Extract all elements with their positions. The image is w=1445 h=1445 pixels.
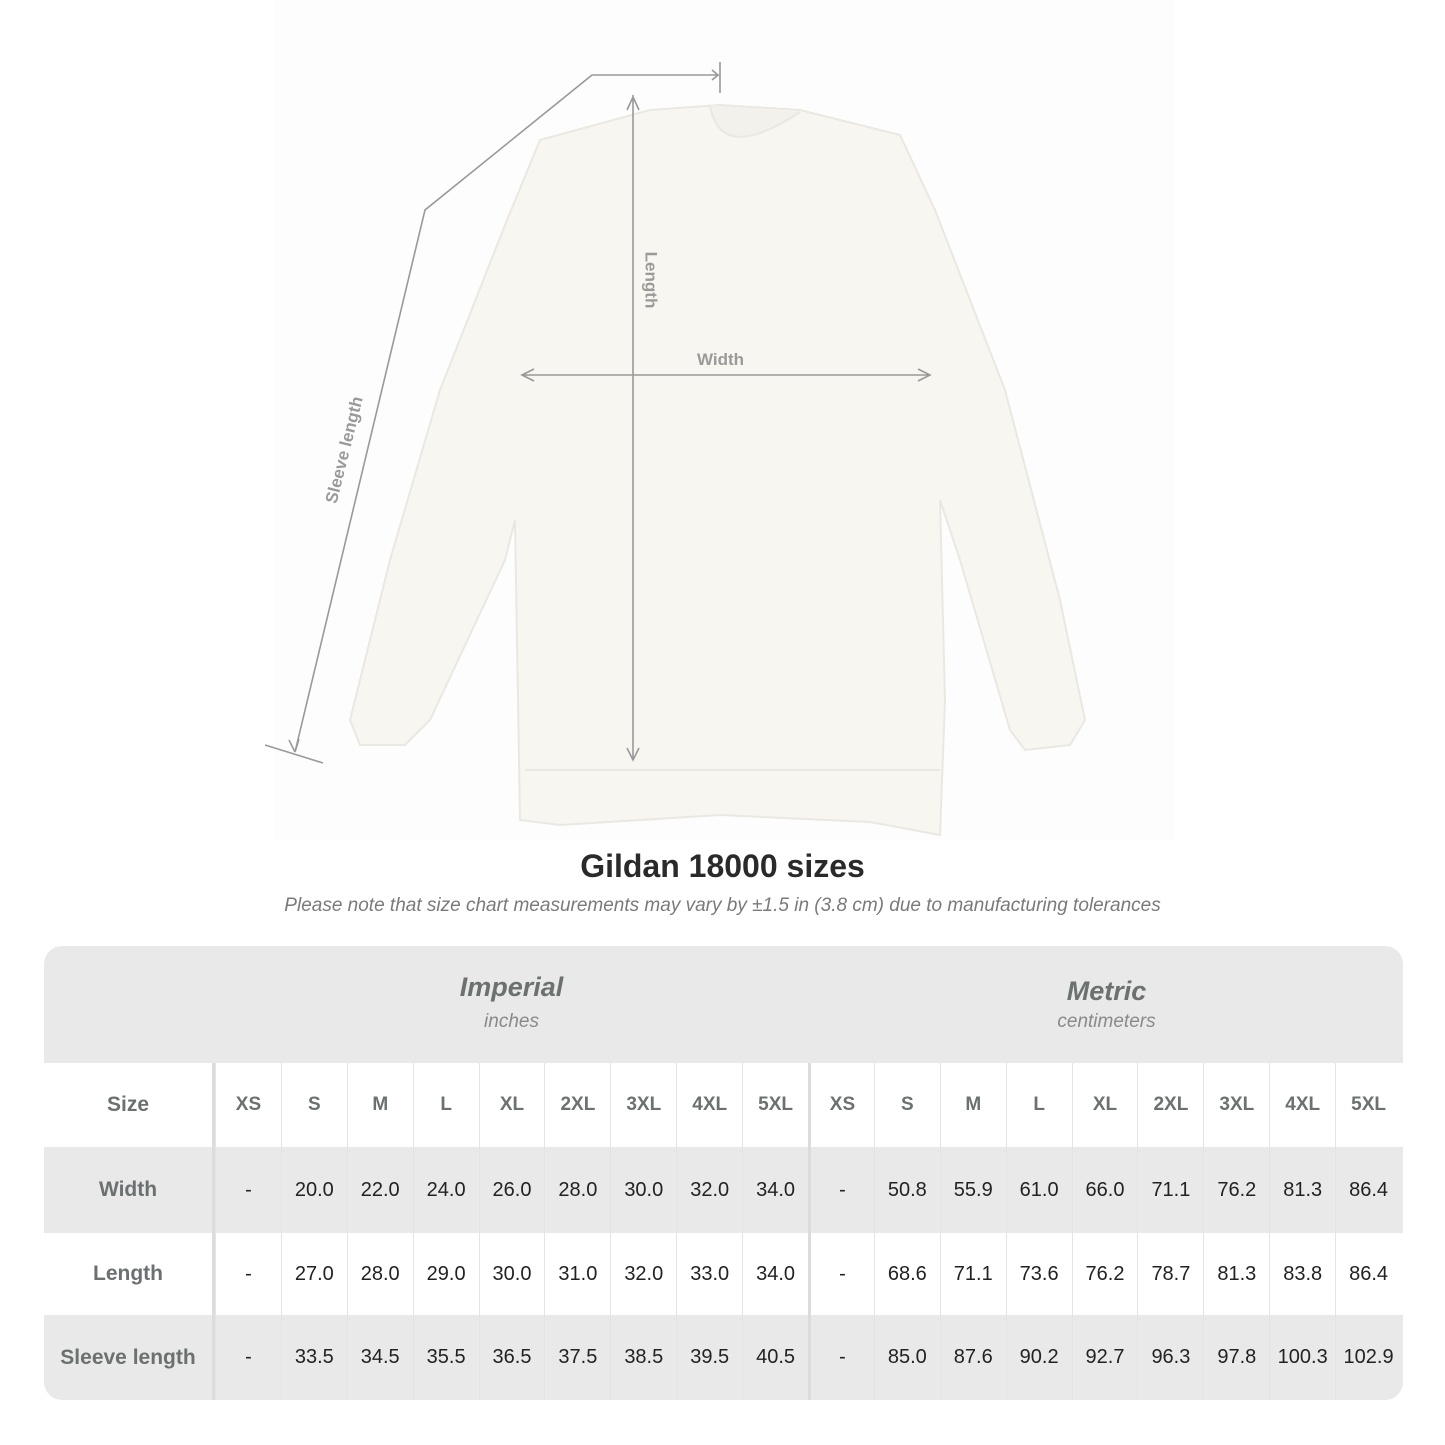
width-label: Width [697, 350, 745, 369]
size-header-cell: 4XL [676, 1063, 742, 1147]
size-header-cell: 3XL [610, 1063, 676, 1147]
imperial-title: Imperial [459, 972, 564, 1002]
imperial-value-cell: 32.0 [610, 1233, 676, 1315]
imperial-value-cell: 28.0 [346, 1233, 413, 1315]
size-header-row: Size XS S M L XL 2XL 3XL 4XL 5XL XS S M L XL 2XL 3XL 4XL 5… [44, 1063, 1403, 1147]
size-header-cell: M [346, 1063, 413, 1147]
imperial-value-cell: 37.5 [544, 1315, 610, 1400]
metric-value-cell: 50.8 [873, 1147, 940, 1233]
metric-value-cell: 92.7 [1071, 1315, 1138, 1400]
metric-value-cell: 78.7 [1137, 1233, 1203, 1315]
metric-value-cell: 76.2 [1071, 1233, 1138, 1315]
size-header-cell: 4XL [1269, 1063, 1335, 1147]
imperial-value-cell: 31.0 [544, 1233, 610, 1315]
metric-value-cell: 97.8 [1203, 1315, 1269, 1400]
metric-value-cell: 90.2 [1005, 1315, 1072, 1400]
row-band [44, 1147, 1403, 1233]
metric-value-cell: - [808, 1315, 874, 1400]
metric-value-cell: 55.9 [939, 1147, 1006, 1233]
imperial-value-cell: 38.5 [610, 1315, 676, 1400]
size-header-cell: XS [808, 1063, 874, 1147]
metric-header: Metric centimeters [810, 946, 1403, 1063]
metric-value-cell: 83.8 [1269, 1233, 1335, 1315]
metric-value-cell: 66.0 [1071, 1147, 1138, 1233]
metric-value-cell: 73.6 [1005, 1233, 1072, 1315]
imperial-value-cell: 33.0 [676, 1233, 742, 1315]
size-header-cell: 5XL [1335, 1063, 1401, 1147]
row-band [44, 1315, 1403, 1400]
imperial-value-cell: 28.0 [544, 1147, 610, 1233]
imperial-value-cell: - [215, 1233, 281, 1315]
row-label: Width [44, 1147, 215, 1233]
imperial-value-cell: 27.0 [280, 1233, 347, 1315]
size-table: Imperial inches Metric centimeters Size X… [44, 946, 1403, 1400]
metric-value-cell: 86.4 [1335, 1233, 1401, 1315]
size-header-cell: M [939, 1063, 1006, 1147]
imperial-value-cell: 34.0 [742, 1147, 808, 1233]
metric-value-cell: - [808, 1147, 874, 1233]
metric-value-cell: - [808, 1233, 874, 1315]
size-header-cell: XS [215, 1063, 281, 1147]
size-header-cell: 5XL [742, 1063, 808, 1147]
page-title: Gildan 18000 sizes [580, 848, 865, 884]
sweatshirt-image [348, 103, 1087, 837]
imperial-value-cell: 34.0 [742, 1233, 808, 1315]
imperial-value-cell: 26.0 [478, 1147, 545, 1233]
table-row: Width -20.0 22.0 24.0 26.0 28.0 30.0 32.0 34.0-5… [44, 1147, 1403, 1233]
table-row: Length -27.0 28.0 29.0 30.0 31.0 32.0 33.0 34.0-… [44, 1233, 1403, 1315]
imperial-value-cell: 20.0 [280, 1147, 347, 1233]
size-header-cell: L [412, 1063, 479, 1147]
measurement-lines [264, 62, 932, 764]
imperial-value-cell: 30.0 [610, 1147, 676, 1233]
metric-value-cell: 76.2 [1203, 1147, 1269, 1233]
imperial-value-cell: 22.0 [346, 1147, 413, 1233]
metric-value-cell: 81.3 [1203, 1233, 1269, 1315]
row-label: Sleeve length [44, 1315, 215, 1400]
size-header-cell: XL [1071, 1063, 1138, 1147]
table-header-band [44, 946, 1403, 1063]
imperial-value-cell: 39.5 [676, 1315, 742, 1400]
size-header-cell: XL [478, 1063, 545, 1147]
imperial-value-cell: 33.5 [280, 1315, 347, 1400]
imperial-header: Imperial inches [215, 946, 808, 1063]
metric-value-cell: 81.3 [1269, 1147, 1335, 1233]
metric-title: Metric [1066, 976, 1147, 1006]
size-header-cell: S [873, 1063, 940, 1147]
size-header-cell: S [280, 1063, 347, 1147]
metric-unit: centimeters [1057, 1011, 1156, 1032]
length-label: Length [641, 251, 661, 309]
metric-value-cell: 61.0 [1005, 1147, 1072, 1233]
tolerance-note: Please note that size chart measurements… [284, 895, 1161, 916]
size-header-cell: L [1005, 1063, 1072, 1147]
metric-value-cell: 71.1 [939, 1233, 1006, 1315]
sweatshirt-diagram [264, 62, 1087, 837]
metric-value-cell: 68.6 [873, 1233, 940, 1315]
table-row: Sleeve length -33.5 34.5 35.5 36.5 37.5 38.5 39… [44, 1315, 1403, 1400]
row-label: Length [44, 1233, 215, 1315]
imperial-value-cell: 34.5 [346, 1315, 413, 1400]
imperial-value-cell: 35.5 [412, 1315, 479, 1400]
metric-value-cell: 100.3 [1269, 1315, 1335, 1400]
imperial-value-cell: - [215, 1315, 281, 1400]
metric-value-cell: 86.4 [1335, 1147, 1401, 1233]
imperial-value-cell: - [215, 1147, 281, 1233]
size-header-cell: 2XL [1137, 1063, 1203, 1147]
imperial-value-cell: 30.0 [478, 1233, 545, 1315]
size-header-cell: 2XL [544, 1063, 610, 1147]
size-label: Size [44, 1063, 215, 1147]
imperial-value-cell: 29.0 [412, 1233, 479, 1315]
imperial-unit: inches [484, 1011, 539, 1032]
imperial-value-cell: 40.5 [742, 1315, 808, 1400]
metric-value-cell: 71.1 [1137, 1147, 1203, 1233]
metric-value-cell: 85.0 [873, 1315, 940, 1400]
size-header-cell: 3XL [1203, 1063, 1269, 1147]
metric-value-cell: 87.6 [939, 1315, 1006, 1400]
imperial-value-cell: 36.5 [478, 1315, 545, 1400]
imperial-value-cell: 24.0 [412, 1147, 479, 1233]
metric-value-cell: 102.9 [1335, 1315, 1401, 1400]
metric-value-cell: 96.3 [1137, 1315, 1203, 1400]
imperial-value-cell: 32.0 [676, 1147, 742, 1233]
